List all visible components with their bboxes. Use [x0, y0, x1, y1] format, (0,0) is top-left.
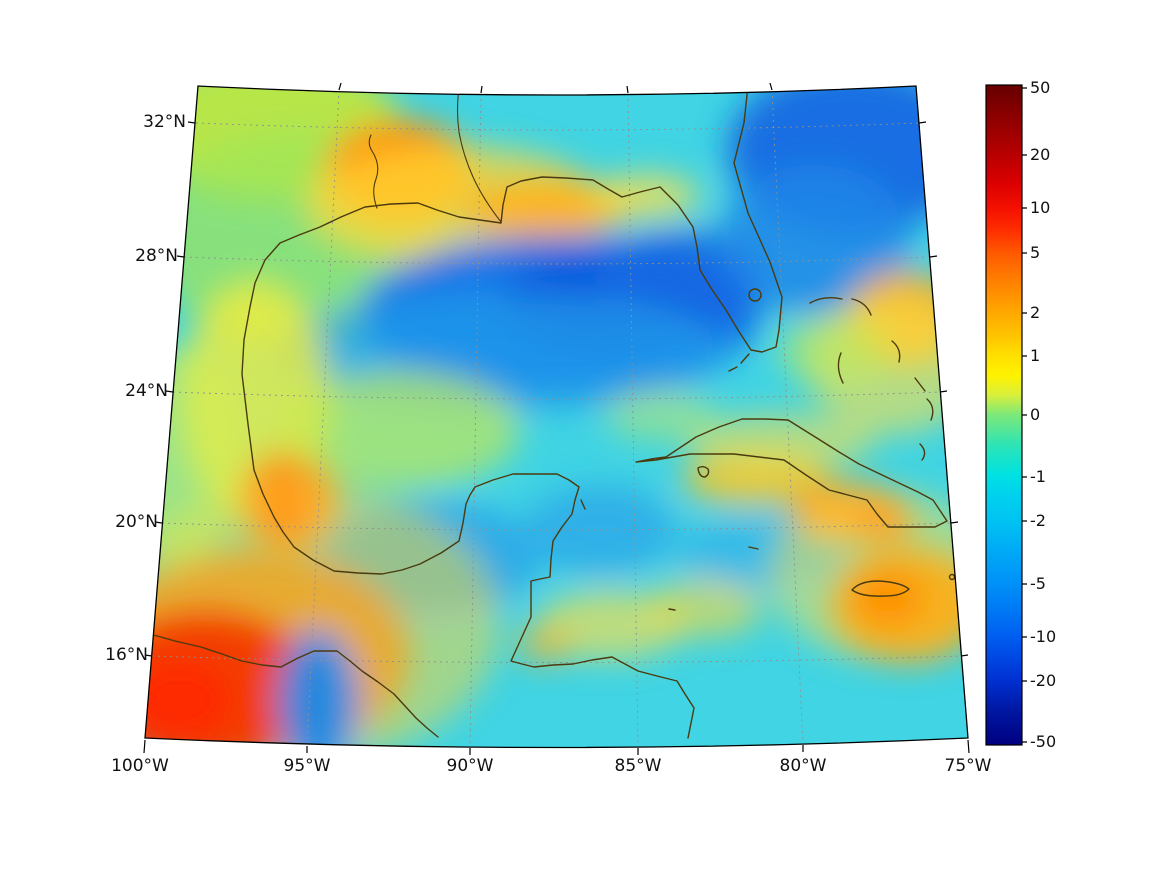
coastline-isla-juventud [697, 466, 710, 478]
colorbar-tick-label: 1 [1030, 346, 1041, 365]
lat-tick-label: 20°N [115, 512, 158, 532]
lat-tick-label: 28°N [135, 246, 178, 266]
axis-ticks [143, 82, 970, 755]
lake-okeechobee [748, 288, 762, 302]
colorbar-tick-label: -50 [1030, 732, 1057, 751]
map-border [144, 85, 969, 749]
lon-tick-label: 75°W [944, 756, 992, 776]
small-islands [580, 499, 759, 611]
lon-tick-label: 95°W [283, 756, 331, 776]
lon-tick-label: 80°W [779, 756, 827, 776]
coastline-jamaica [851, 580, 910, 597]
lat-tick-label: 16°N [105, 645, 148, 665]
anomaly-field [145, 86, 968, 748]
coastline-north-america [241, 86, 783, 739]
coastline-cuba [635, 418, 948, 528]
colorbar-tick-label: 50 [1030, 78, 1051, 97]
colorbar-tick-label: 2 [1030, 303, 1041, 322]
coastline-pacific [149, 633, 439, 738]
colorbar-tick-label: -2 [1030, 511, 1046, 530]
colorbar-tick-label: 10 [1030, 198, 1051, 217]
colorbar-tick-label: -5 [1030, 574, 1046, 593]
lat-tick-label: 32°N [143, 112, 186, 132]
river-mississippi [456, 87, 502, 223]
colorbar-tick-label: 5 [1030, 243, 1041, 262]
bahamas [809, 296, 934, 461]
colorbar-gradient [985, 84, 1023, 746]
lon-tick-label: 85°W [614, 756, 662, 776]
coastlines [149, 86, 956, 739]
graticule [151, 89, 962, 748]
navassa-island [948, 573, 956, 581]
lat-tick-label: 24°N [125, 381, 168, 401]
lon-tick-label: 100°W [111, 756, 169, 776]
colorbar-tick-label: -10 [1030, 627, 1057, 646]
colorbar-tick-label: 20 [1030, 145, 1051, 164]
lon-tick-label: 90°W [446, 756, 494, 776]
florida-keys [728, 353, 750, 372]
colorbar-tick-label: 0 [1030, 405, 1041, 424]
colorbar [985, 84, 1027, 746]
colorbar-tick-label: -1 [1030, 467, 1046, 486]
colorbar-tick-label: -20 [1030, 671, 1057, 690]
river-sabine [368, 134, 379, 209]
colorbar-ticks [1022, 87, 1027, 743]
